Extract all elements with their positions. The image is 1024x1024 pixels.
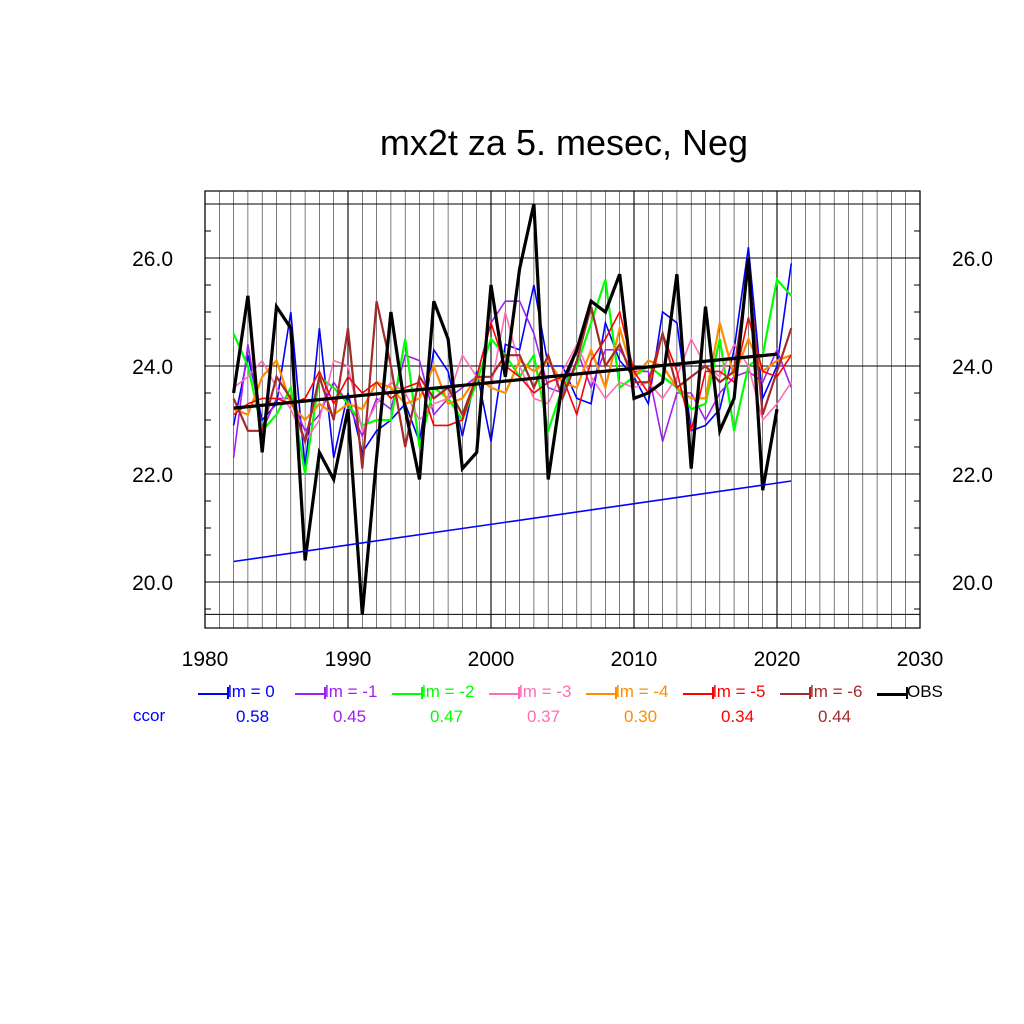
legend-swatch-tick: [227, 687, 229, 699]
legend-swatch-tick: [615, 687, 617, 699]
ccor-value: 0.47: [430, 707, 464, 726]
legend-item-5: lm = -5 0.34: [683, 682, 785, 732]
ccor-value: 0.30: [624, 707, 658, 726]
legend-label: lm = -5: [713, 682, 766, 701]
x-tick-label-2020: 2020: [754, 648, 801, 671]
ccor-value: 0.37: [527, 707, 561, 726]
y-tick-label-right-24.0: 24.0: [952, 356, 993, 379]
legend-item-7: OBS: [877, 682, 979, 732]
legend-swatch: [586, 693, 616, 695]
series-line-2: [232, 277, 793, 475]
y-tick-label-left-22.0: 22.0: [132, 464, 173, 487]
legend-item-3: lm = -3 0.37: [489, 682, 591, 732]
legend-swatch-tick: [809, 687, 811, 699]
legend-swatch: [198, 693, 228, 695]
legend-label: lm = -2: [422, 682, 475, 701]
legend-item-6: lm = -6 0.44: [780, 682, 882, 732]
ccor-value: 0.44: [818, 707, 852, 726]
legend-swatch: [489, 693, 519, 695]
legend-item-4: lm = -4 0.30: [586, 682, 688, 732]
ccor-value: 0.58: [236, 707, 270, 726]
legend-swatch-tick: [324, 687, 326, 699]
series-line-7: [232, 203, 779, 615]
ccor-label: ccor: [133, 706, 166, 725]
legend-swatch: [780, 693, 810, 695]
x-tick-label-1980: 1980: [182, 648, 229, 671]
legend-item-1: lm = -1 0.45: [295, 682, 397, 732]
chart-title: mx2t za 5. mesec, Neg: [379, 122, 749, 163]
trend-line-1: [233, 352, 778, 410]
x-tick-label-2010: 2010: [611, 648, 658, 671]
y-tick-label-right-20.0: 20.0: [952, 572, 993, 595]
legend-item-0: lm = 0 0.58: [198, 682, 300, 732]
series-line-0: [232, 247, 793, 469]
series-line-3: [233, 311, 792, 444]
legend-label: lm = -4: [616, 682, 669, 701]
legend-swatch: [392, 693, 422, 695]
legend-swatch-tick: [518, 687, 520, 699]
legend-swatch-tick: [421, 687, 423, 699]
y-tick-label-left-26.0: 26.0: [132, 248, 173, 271]
y-tick-label-left-20.0: 20.0: [132, 572, 173, 595]
legend-swatch: [683, 693, 713, 695]
legend-label: OBS: [907, 682, 943, 701]
legend: lm = 0 0.58 lm = -1 0.45 lm = -2 0.47 lm = -3 0…: [0, 682, 1024, 732]
legend-label: lm = 0: [228, 682, 275, 701]
series-line-6: [232, 268, 793, 469]
legend-label: lm = -3: [519, 682, 572, 701]
legend-swatch: [877, 693, 907, 696]
legend-swatch-tick: [906, 687, 908, 699]
legend-label: lm = -1: [325, 682, 378, 701]
y-tick-label-right-26.0: 26.0: [952, 248, 993, 271]
legend-item-2: lm = -2 0.47: [392, 682, 494, 732]
legend-label: lm = -6: [810, 682, 863, 701]
x-tick-label-2030: 2030: [897, 648, 944, 671]
legend-swatch: [295, 693, 325, 695]
plot-frame: [204, 190, 921, 629]
trend-line-0: [233, 480, 792, 563]
x-tick-label-1990: 1990: [325, 648, 372, 671]
legend-swatch-tick: [712, 687, 714, 699]
x-tick-label-2000: 2000: [468, 648, 515, 671]
y-tick-label-left-24.0: 24.0: [132, 356, 173, 379]
ccor-value: 0.34: [721, 707, 755, 726]
y-tick-label-right-22.0: 22.0: [952, 464, 993, 487]
ccor-value: 0.45: [333, 707, 367, 726]
